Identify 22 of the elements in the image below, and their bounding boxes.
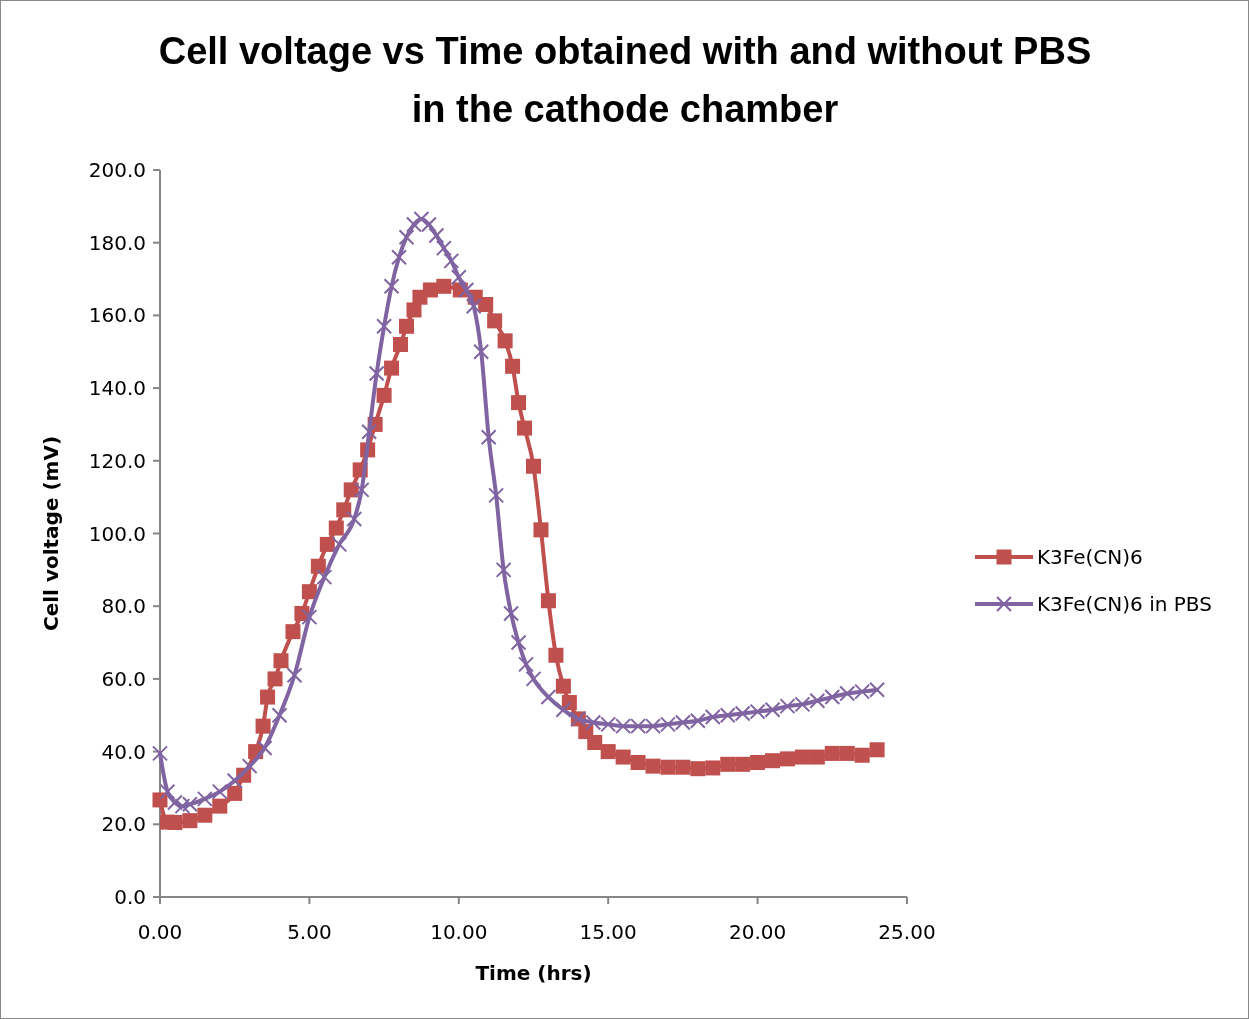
y-tick-label: 60.0	[101, 666, 146, 691]
chart-title: Cell voltage vs Time obtained with and without PBS in the cathode chamber	[158, 30, 1092, 130]
x-tick-label: 20.00	[728, 920, 787, 944]
y-tick-label: 20.0	[101, 812, 146, 837]
x-tick-label: 0.00	[137, 920, 183, 944]
x-tick-label: 10.00	[430, 920, 488, 944]
x-tick-label: 5.00	[287, 920, 332, 944]
y-axis-title: Cell voltage (mV)	[39, 435, 63, 632]
x-tick-label: 15.00	[579, 920, 637, 944]
y-tick-label: 100.0	[88, 521, 146, 546]
y-tick-label: 180.0	[88, 230, 146, 255]
x-axis-title: Time (hrs)	[475, 961, 592, 985]
y-tick-label: 160.0	[88, 303, 146, 328]
x-tick-label: 25.00	[878, 920, 936, 944]
y-tick-label: 80.0	[101, 594, 146, 619]
y-tick-label: 120.0	[88, 448, 146, 473]
legend-label: K3Fe(CN)6	[1037, 545, 1143, 569]
y-tick-label: 40.0	[101, 739, 146, 764]
y-tick-label: 0.0	[114, 885, 146, 909]
y-tick-label: 140.0	[88, 376, 146, 401]
legend-label: K3Fe(CN)6 in PBS	[1037, 592, 1212, 616]
y-tick-label: 200.0	[88, 158, 146, 182]
